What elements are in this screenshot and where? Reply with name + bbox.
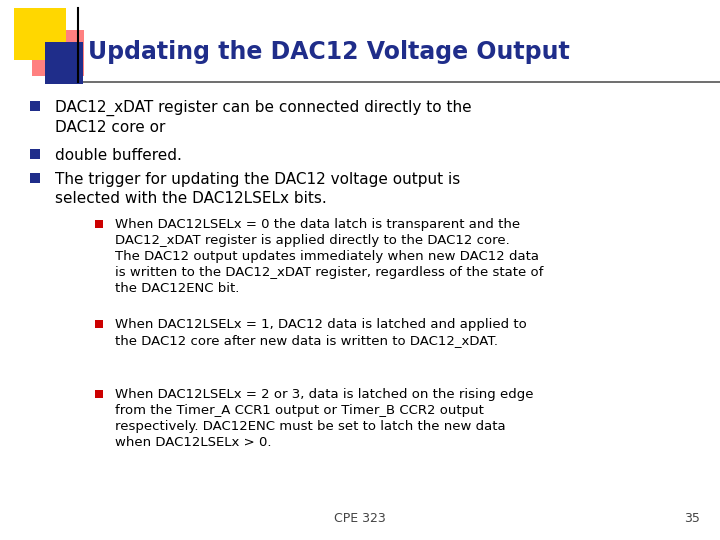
Text: CPE 323: CPE 323 <box>334 512 386 525</box>
Text: Updating the DAC12 Voltage Output: Updating the DAC12 Voltage Output <box>88 40 570 64</box>
Text: double buffered.: double buffered. <box>55 148 182 163</box>
Text: When DAC12LSELx = 2 or 3, data is latched on the rising edge
from the Timer_A CC: When DAC12LSELx = 2 or 3, data is latche… <box>115 388 534 449</box>
Bar <box>30 173 40 183</box>
Text: When DAC12LSELx = 1, DAC12 data is latched and applied to
the DAC12 core after n: When DAC12LSELx = 1, DAC12 data is latch… <box>115 318 527 347</box>
Bar <box>45 42 83 84</box>
Bar <box>30 149 40 159</box>
Bar <box>95 220 103 228</box>
Text: The trigger for updating the DAC12 voltage output is
selected with the DAC12LSEL: The trigger for updating the DAC12 volta… <box>55 172 460 206</box>
Bar <box>30 101 40 111</box>
Bar <box>14 8 66 60</box>
Bar <box>95 320 103 328</box>
Text: DAC12_xDAT register can be connected directly to the
DAC12 core or: DAC12_xDAT register can be connected dir… <box>55 100 472 135</box>
Text: When DAC12LSELx = 0 the data latch is transparent and the
DAC12_xDAT register is: When DAC12LSELx = 0 the data latch is tr… <box>115 218 544 295</box>
Bar <box>32 30 84 76</box>
Text: 35: 35 <box>684 512 700 525</box>
Bar <box>95 390 103 398</box>
